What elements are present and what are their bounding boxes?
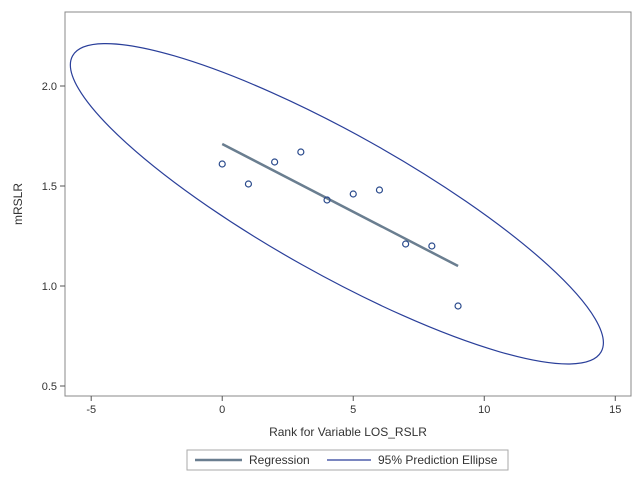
regression-line: [221, 142, 459, 268]
prediction-ellipse: [69, 43, 604, 365]
x-axis-title: Rank for Variable LOS_RSLR: [269, 425, 427, 439]
x-tick-label: 10: [478, 404, 490, 416]
x-tick-label: 5: [350, 404, 356, 416]
y-tick-label: 1.5: [42, 181, 57, 193]
legend-ellipse-label: 95% Prediction Ellipse: [378, 453, 498, 467]
data-point: [375, 186, 384, 194]
y-tick-label: 0.5: [42, 381, 57, 393]
data-point: [218, 160, 226, 168]
x-tick-label: 15: [609, 404, 621, 416]
data-point: [297, 148, 305, 156]
data-point: [454, 302, 462, 310]
y-tick-label: 2.0: [42, 81, 57, 93]
data-point: [402, 240, 410, 248]
data-point: [244, 180, 253, 188]
y-axis-title: mRSLR: [11, 183, 25, 225]
legend-regression-label: Regression: [249, 453, 310, 467]
x-tick-label: -5: [86, 404, 96, 416]
y-tick-label: 1.0: [42, 281, 57, 293]
data-point: [428, 242, 436, 250]
legend: Regression 95% Prediction Ellipse: [186, 449, 509, 471]
data-point: [349, 190, 357, 198]
data-point: [271, 158, 279, 166]
legend-frame: [186, 449, 509, 471]
data-point: [323, 196, 331, 204]
plot-frame: [64, 11, 632, 397]
x-tick-label: 0: [219, 404, 225, 416]
